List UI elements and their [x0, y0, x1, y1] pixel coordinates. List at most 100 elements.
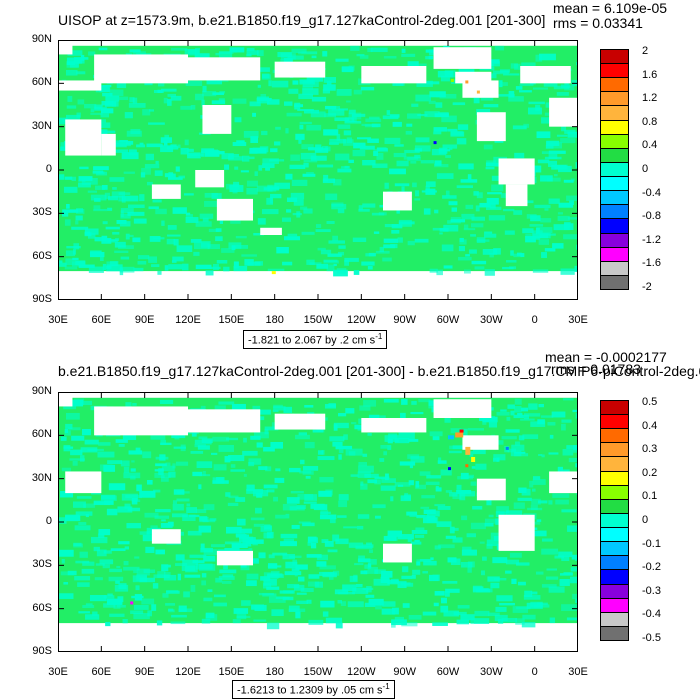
rms-label: rms = 0.03341 [553, 15, 643, 31]
lon-tick-label: 60E [91, 314, 112, 326]
lat-tick-label: 60S [32, 601, 52, 614]
anomaly-mark [465, 446, 471, 455]
colorbar-swatch [600, 541, 629, 557]
colorbar-label: -0.8 [642, 210, 661, 223]
land-mask [151, 529, 181, 544]
colorbar-swatch [600, 246, 629, 262]
colorbar-swatch [600, 105, 629, 121]
map-plot [58, 392, 578, 652]
lon-tick-label: 30W [480, 314, 503, 326]
rms-label: rms = 0.01783 [551, 361, 641, 377]
land-mask [101, 133, 116, 156]
land-mask [549, 97, 578, 127]
colorbar-label: 0.3 [642, 443, 658, 456]
land-mask [173, 57, 261, 81]
colorbar-swatch [600, 611, 629, 627]
colorbar-label: -0.4 [642, 608, 661, 621]
colorbar-label: 0.2 [642, 466, 658, 479]
anomaly-mark [471, 457, 476, 462]
lat-tick-label: 30S [32, 206, 52, 219]
colorbar-label: -0.3 [642, 584, 661, 597]
colorbar-swatch [600, 119, 629, 135]
lat-tick-label: 90S [32, 293, 52, 305]
land-mask [361, 66, 427, 84]
land-mask [549, 471, 578, 494]
colorbar-label: 0.1 [642, 490, 658, 503]
land-mask [476, 112, 506, 142]
colorbar-swatch [600, 428, 629, 444]
land-mask [260, 227, 282, 235]
colorbar-label: 1.2 [642, 92, 658, 105]
anomaly-mark [459, 429, 464, 433]
colorbar-swatch [600, 77, 629, 93]
colorbar-label: -0.4 [642, 186, 661, 199]
colorbar-swatch [600, 484, 629, 500]
colorbar-label: -1.6 [642, 257, 661, 270]
map-plot [58, 40, 578, 300]
land-mask [94, 54, 188, 84]
lat-tick-label: 30N [31, 119, 52, 132]
colorbar-swatch [600, 147, 629, 163]
lon-tick-label: 30E [568, 314, 588, 326]
colorbar: 2 1.6 1.2 0.8 0.4 0 -0.4 -0.8 -1.2 -1.6 -2 [600, 45, 680, 293]
anomaly-mark [505, 446, 509, 450]
land-mask [462, 80, 499, 98]
colorbar-label: 1.6 [642, 68, 658, 81]
colorbar-label: 0 [642, 163, 649, 175]
lon-tick-label: 150W [303, 666, 333, 678]
colorbar-swatch [600, 260, 629, 276]
colorbar-swatch [600, 414, 629, 430]
bottom-map-panel: b.e21.B1850.f19_g17.127kaControl-2deg.00… [0, 350, 700, 700]
land-mask [455, 71, 492, 84]
colorbar-swatch [600, 176, 629, 192]
lon-tick-label: 180 [265, 666, 284, 678]
lat-tick-label: 30N [31, 471, 52, 484]
colorbar-swatch [600, 204, 629, 220]
colorbar-swatch [600, 442, 629, 458]
colorbar-swatch [600, 63, 629, 79]
land-mask [94, 406, 188, 436]
mean-label: mean = -0.0002177 [545, 349, 667, 365]
land-mask [505, 184, 528, 207]
colorbar-label: 0.4 [642, 139, 658, 152]
anomaly-mark [448, 467, 451, 471]
lon-tick-label: 0 [531, 666, 538, 678]
lon-tick-label: 90W [393, 314, 416, 326]
anomaly-mark [455, 432, 464, 438]
lon-tick-label: 150E [218, 666, 245, 678]
panel-title: b.e21.B1850.f19_g17.127kaControl-2deg.00… [58, 363, 700, 379]
anomaly-mark [448, 435, 454, 440]
colorbar-swatch [600, 555, 629, 571]
anomaly-mark [465, 464, 469, 468]
lon-tick-label: 60W [436, 314, 460, 326]
panel-title: UISOP at z=1573.9m, b.e21.B1850.f19_g17.… [58, 12, 546, 28]
land-mask [476, 478, 506, 501]
anomaly-mark [450, 79, 454, 82]
colorbar-label: 0.4 [642, 419, 658, 432]
colorbar-label: -0.2 [642, 561, 661, 574]
colorbar-label: 2 [642, 45, 649, 57]
lat-tick-label: 90N [31, 33, 52, 45]
lat-tick-label: 60S [32, 249, 52, 262]
colorbar-swatch [600, 161, 629, 178]
lon-tick-label: 90E [134, 314, 155, 326]
land-mask [216, 550, 253, 566]
unit-exponent: -1 [375, 332, 383, 341]
land-mask [433, 399, 492, 418]
land-mask [462, 435, 499, 450]
land-mask [383, 543, 412, 563]
colorbar-swatch [600, 470, 629, 486]
lat-tick-label: 60N [31, 76, 52, 89]
land-mask [361, 418, 427, 433]
lon-tick-label: 90W [393, 666, 416, 678]
lon-tick-label: 30E [48, 666, 68, 678]
lat-tick-label: 90N [31, 385, 52, 397]
lat-tick-label: 0 [45, 163, 52, 175]
contour-range-text: -1.821 to 2.067 by .2 cm s [248, 334, 376, 347]
colorbar-label: 0.5 [642, 396, 658, 408]
land-mask [274, 413, 326, 430]
land-mask [498, 158, 535, 185]
lon-tick-label: 120E [175, 666, 201, 678]
lon-tick-label: 120W [346, 666, 376, 678]
colorbar-swatch [600, 625, 629, 641]
